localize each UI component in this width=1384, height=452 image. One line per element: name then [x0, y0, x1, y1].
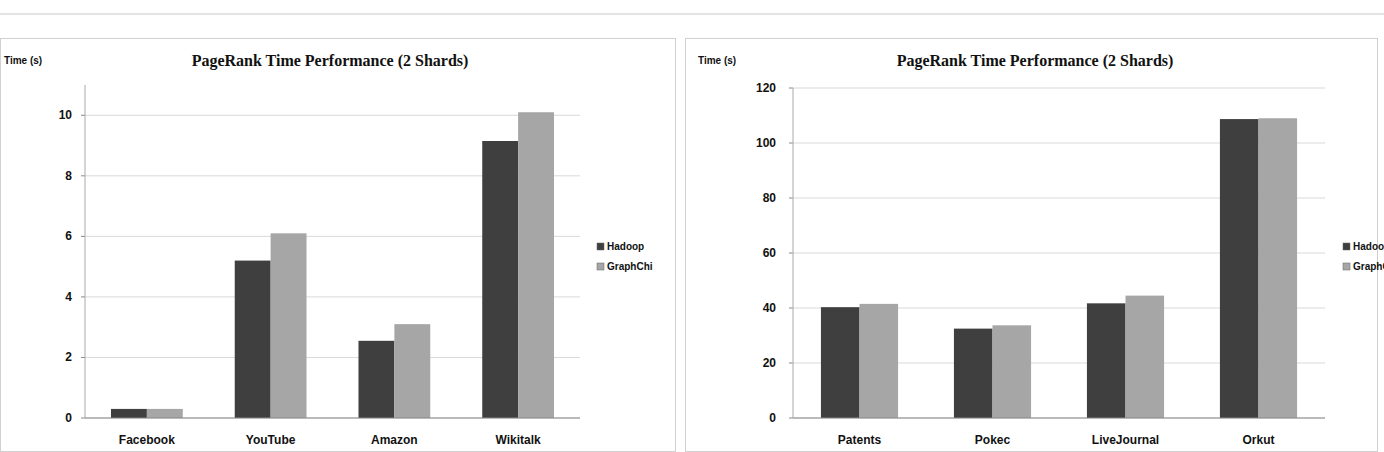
bars: [821, 118, 1297, 418]
chart-panel: PageRank Time Performance (2 Shards) Time…: [686, 39, 1384, 452]
y-tick-label: 40: [763, 301, 777, 315]
x-tick-label: Pokec: [975, 433, 1011, 447]
x-tick-label: Wikitalk: [496, 433, 542, 447]
top-rule: [0, 14, 1384, 15]
bar: [1220, 119, 1259, 418]
grid-line: [793, 88, 1325, 89]
tick-mark: [789, 198, 793, 199]
panel-frame: [1, 39, 676, 452]
y-tick-label: 20: [763, 356, 777, 370]
bar: [993, 325, 1032, 418]
chart-panel: PageRank Time Performance (2 Shards) Time…: [1, 39, 676, 452]
x-tick-label: Orkut: [1242, 433, 1274, 447]
y-tick-label: 120: [756, 81, 776, 95]
tick-mark: [789, 143, 793, 144]
x-axis-line: [793, 418, 1325, 419]
x-tick-label: Facebook: [119, 433, 175, 447]
tick-mark: [81, 418, 85, 419]
bar: [860, 304, 899, 418]
y-axis-line: [793, 88, 794, 418]
bar: [518, 112, 554, 418]
legend-swatch: [1343, 263, 1350, 270]
bars: [111, 112, 554, 418]
legend-label: GraphChi: [607, 261, 653, 272]
legend-swatch: [597, 263, 604, 270]
bar: [394, 324, 430, 418]
tick-mark: [81, 236, 85, 237]
legend-label: Hadoop: [607, 241, 644, 252]
tick-mark: [789, 308, 793, 309]
x-axis-line: [85, 418, 580, 419]
bar: [482, 141, 518, 418]
bar: [358, 341, 394, 418]
grid-line: [793, 418, 1325, 419]
y-tick-label: 10: [59, 108, 73, 122]
y-tick-label: 2: [65, 350, 72, 364]
y-tick-label: 60: [763, 246, 777, 260]
grid-line: [85, 418, 580, 419]
y-axis-line: [85, 85, 86, 418]
legend-swatch: [597, 243, 604, 250]
tick-mark: [81, 357, 85, 358]
bar: [235, 261, 271, 418]
y-tick-label: 0: [769, 411, 776, 425]
bar: [1126, 296, 1165, 418]
tick-mark: [81, 175, 85, 176]
panel-frame: [686, 39, 1378, 452]
y-tick-label: 100: [756, 136, 776, 150]
tick-mark: [81, 296, 85, 297]
legend-label: Hadoop: [1353, 241, 1384, 252]
chart-title: PageRank Time Performance (2 Shards): [897, 52, 1174, 70]
grid-line: [85, 115, 580, 116]
y-tick-label: 6: [65, 229, 72, 243]
bar: [271, 233, 307, 418]
y-tick-label: 0: [65, 411, 72, 425]
page: PageRank Time Performance (2 Shards) Time…: [0, 0, 1384, 452]
tick-mark: [789, 418, 793, 419]
y-tick-label: 4: [65, 290, 72, 304]
x-tick-label: YouTube: [246, 433, 296, 447]
x-tick-label: LiveJournal: [1092, 433, 1159, 447]
tick-mark: [81, 115, 85, 116]
tick-mark: [789, 363, 793, 364]
bar: [1259, 118, 1298, 418]
bar: [111, 409, 147, 418]
bar: [954, 329, 993, 418]
x-tick-label: Patents: [838, 433, 882, 447]
bar: [1087, 303, 1126, 418]
y-axis-label: Time (s): [4, 55, 42, 66]
x-tick-label: Amazon: [371, 433, 418, 447]
legend-swatch: [1343, 243, 1350, 250]
bar: [821, 307, 860, 418]
chart-title: PageRank Time Performance (2 Shards): [192, 52, 469, 70]
y-tick-label: 80: [763, 191, 777, 205]
tick-mark: [789, 253, 793, 254]
tick-mark: [789, 88, 793, 89]
y-axis-label: Time (s): [698, 55, 736, 66]
bar: [147, 409, 183, 418]
legend-label: GraphChi: [1353, 261, 1384, 272]
y-tick-label: 8: [65, 169, 72, 183]
